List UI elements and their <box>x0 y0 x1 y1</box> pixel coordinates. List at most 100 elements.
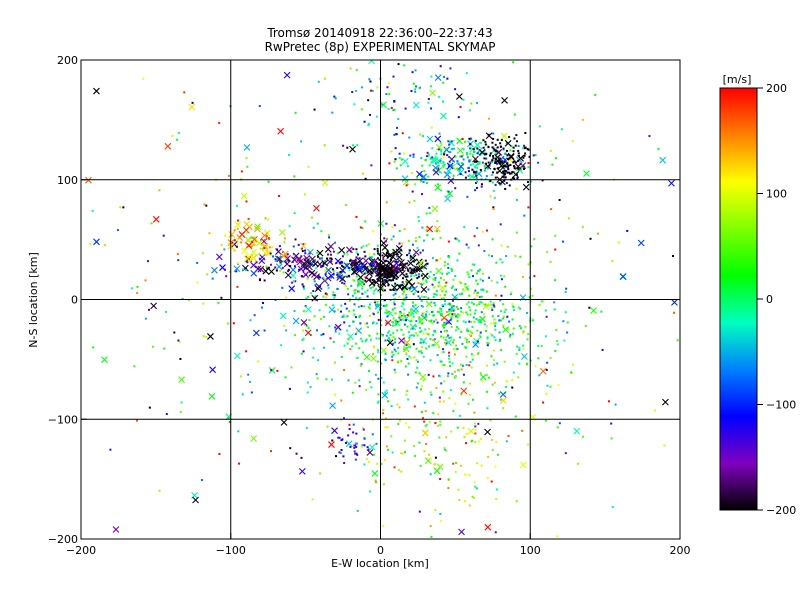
data-point-dot <box>473 481 476 484</box>
data-point-dot <box>498 182 501 185</box>
data-point-dot <box>375 322 378 325</box>
data-point-dot <box>349 445 352 448</box>
data-point-dot <box>472 354 475 357</box>
data-point-dot <box>382 408 385 411</box>
data-point-dot <box>354 333 357 336</box>
data-point-dot <box>425 229 428 232</box>
data-point-dot <box>250 244 253 247</box>
data-point-cross <box>250 435 258 442</box>
data-point-dot <box>337 277 340 280</box>
data-point-dot <box>336 325 339 328</box>
data-point-dot <box>418 87 421 90</box>
data-point-dot <box>300 255 303 258</box>
data-point-dot <box>440 150 443 153</box>
data-point-dot <box>308 252 311 255</box>
data-point-dot <box>460 310 463 313</box>
data-point-dot <box>470 366 473 369</box>
data-point-dot <box>450 148 453 151</box>
data-point-dot <box>367 269 370 272</box>
data-point-dot <box>483 313 486 316</box>
data-point-dot <box>432 412 435 415</box>
data-point-dot <box>442 326 445 329</box>
data-point-dot <box>528 155 531 158</box>
data-point-dot <box>447 240 450 243</box>
data-point-dot <box>554 350 557 353</box>
data-point-dot <box>364 177 367 180</box>
data-point-dot <box>237 219 240 222</box>
data-point-dot <box>461 364 464 367</box>
data-point-dot <box>393 284 396 287</box>
data-point-dot <box>406 268 409 271</box>
data-point-dot <box>530 245 533 248</box>
data-point-dot <box>314 283 317 286</box>
data-point-dot <box>424 328 427 331</box>
data-point-dot <box>450 336 453 339</box>
data-point-dot <box>360 337 363 340</box>
data-point-dot <box>315 329 318 332</box>
data-point-dot <box>345 275 348 278</box>
data-point-dot <box>377 279 380 282</box>
data-point-dot <box>545 315 548 318</box>
data-point-dot <box>438 375 441 378</box>
data-point-dot <box>464 345 467 348</box>
data-point-dot <box>494 183 497 186</box>
data-point-dot <box>526 311 529 314</box>
data-point-dot <box>384 352 387 355</box>
data-point-cross <box>456 169 464 177</box>
data-point-dot <box>346 146 349 149</box>
data-point-dot <box>377 252 380 255</box>
data-point-dot <box>394 147 397 150</box>
data-point-dot <box>414 325 417 328</box>
data-point-dot <box>527 333 530 336</box>
data-point-dot <box>413 274 416 277</box>
data-point-dot <box>404 285 407 288</box>
data-point-dot <box>437 167 440 170</box>
data-point-cross <box>328 441 335 448</box>
data-point-dot <box>475 487 478 490</box>
data-point-dot <box>365 244 368 247</box>
data-point-dot <box>405 344 408 347</box>
data-point-dot <box>385 389 388 392</box>
data-point-dot <box>439 141 442 144</box>
data-point-dot <box>401 267 404 270</box>
data-point-dot <box>360 108 363 111</box>
data-point-dot <box>326 425 329 428</box>
data-point-dot <box>340 399 343 402</box>
data-point-dot <box>405 273 408 276</box>
x-axis-ticks: −200 −100 0 100 200 <box>66 533 691 557</box>
data-point-cross <box>484 523 492 531</box>
data-point-dot <box>250 391 253 394</box>
data-point-dot <box>352 272 355 275</box>
data-point-dot <box>345 307 348 310</box>
data-point-dot <box>429 359 432 362</box>
data-point-dot <box>401 132 404 135</box>
data-point-dot <box>418 441 421 444</box>
data-point-dot <box>477 440 480 443</box>
data-point-cross <box>368 60 376 65</box>
data-point-cross <box>519 461 527 469</box>
data-point-dot <box>474 159 477 162</box>
data-point-dot <box>324 273 327 276</box>
data-point-dot <box>384 240 387 243</box>
data-point-dot <box>506 315 509 318</box>
data-point-dot <box>341 316 344 319</box>
data-point-dot <box>325 268 328 271</box>
data-point-dot <box>493 305 496 308</box>
data-point-dot <box>448 308 451 311</box>
data-point-dot <box>504 176 507 179</box>
data-point-cross <box>482 303 490 310</box>
data-point-dot <box>494 465 497 468</box>
data-point-dot <box>526 338 529 341</box>
data-point-dot <box>433 463 436 466</box>
data-point-dot <box>499 299 502 302</box>
data-point-dot <box>358 257 361 260</box>
data-point-dot <box>476 283 479 286</box>
data-point-dot <box>377 318 380 321</box>
data-point-dot <box>300 274 303 277</box>
data-point-dot <box>449 365 452 368</box>
data-point-dot <box>481 272 484 275</box>
data-point-dot <box>89 242 92 245</box>
data-point-dot <box>431 322 434 325</box>
data-point-dot <box>491 161 494 164</box>
data-point-dot <box>464 337 467 340</box>
